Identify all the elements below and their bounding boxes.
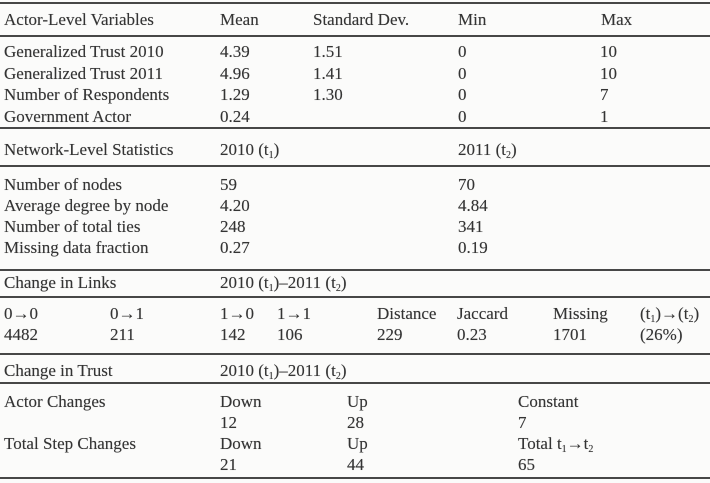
- actor-row-min: 0: [458, 42, 467, 61]
- network-row-label: Number of nodes: [4, 175, 123, 194]
- network-header-t2: 2011 (t2): [458, 140, 517, 161]
- trust-value: 65: [518, 455, 535, 474]
- trust-col-down: Down: [220, 434, 262, 453]
- rule-before-trust-header: [0, 353, 710, 355]
- links-col-1-1: 1→1: [277, 304, 311, 323]
- trust-row-label: Actor Changes: [4, 392, 106, 411]
- network-row-t2: 341: [458, 217, 484, 236]
- rule-before-network-header: [0, 127, 710, 129]
- links-col-1-0: 1→0: [220, 304, 254, 323]
- network-header-label: Network-Level Statistics: [4, 140, 174, 159]
- links-col-jaccard: Jaccard: [457, 304, 508, 323]
- actor-row-sd: 1.51: [313, 42, 343, 61]
- actor-header-sd: Standard Dev.: [313, 10, 410, 29]
- actor-row-label: Number of Respondents: [4, 85, 170, 104]
- links-value: 106: [277, 325, 303, 344]
- actor-row-label: Generalized Trust 2011: [4, 64, 163, 83]
- links-header-range: 2010 (t1)–2011 (t2): [220, 273, 347, 294]
- actor-row-max: 10: [600, 64, 617, 83]
- actor-row-sd: 1.41: [313, 64, 343, 83]
- rule-after-links-header: [0, 296, 710, 298]
- links-col-0-1: 0→1: [110, 304, 144, 323]
- actor-row-label: Generalized Trust 2010: [4, 42, 164, 61]
- network-row-t1: 0.27: [220, 238, 250, 257]
- rule-table-top: [0, 2, 710, 4]
- trust-value: 12: [220, 413, 237, 432]
- trust-row-label: Total Step Changes: [4, 434, 136, 453]
- network-row-t2: 0.19: [458, 238, 488, 257]
- trust-value: 44: [347, 455, 364, 474]
- trust-col-down: Down: [220, 392, 262, 411]
- actor-header-mean: Mean: [220, 10, 259, 29]
- trust-col-total: Total t1→t2: [518, 434, 594, 455]
- trust-value: 28: [347, 413, 364, 432]
- network-row-label: Average degree by node: [4, 196, 169, 215]
- network-row-t2: 4.84: [458, 196, 488, 215]
- actor-header-label: Actor-Level Variables: [4, 10, 154, 29]
- network-row-t1: 4.20: [220, 196, 250, 215]
- network-row-t1: 59: [220, 175, 237, 194]
- links-col-missing: Missing: [553, 304, 608, 323]
- network-row-label: Missing data fraction: [4, 238, 149, 257]
- actor-row-max: 10: [600, 42, 617, 61]
- actor-row-min: 0: [458, 85, 467, 104]
- links-value: 0.23: [457, 325, 487, 344]
- actor-row-min: 0: [458, 107, 467, 126]
- trust-col-constant: Constant: [518, 392, 579, 411]
- trust-value: 7: [518, 413, 527, 432]
- actor-row-mean: 4.96: [220, 64, 250, 83]
- actor-header-min: Min: [458, 10, 487, 29]
- network-header-t1: 2010 (t1): [220, 140, 280, 161]
- actor-row-mean: 1.29: [220, 85, 250, 104]
- trust-header-range: 2010 (t1)–2011 (t2): [220, 361, 347, 382]
- actor-row-sd: 1.30: [313, 85, 343, 104]
- trust-col-up: Up: [347, 434, 368, 453]
- actor-row-min: 0: [458, 64, 467, 83]
- rule-after-trust-header: [0, 382, 710, 384]
- actor-row-max: 7: [600, 85, 609, 104]
- links-value: 229: [377, 325, 403, 344]
- rule-after-network-header: [0, 165, 710, 167]
- links-col-distance: Distance: [377, 304, 437, 323]
- links-value: (26%): [640, 325, 683, 344]
- trust-value: 21: [220, 455, 237, 474]
- links-col-0-0: 0→0: [4, 304, 38, 323]
- network-row-t1: 248: [220, 217, 246, 236]
- links-header-label: Change in Links: [4, 273, 117, 292]
- actor-header-max: Max: [601, 10, 633, 29]
- actor-row-max: 1: [600, 107, 609, 126]
- actor-row-mean: 0.24: [220, 107, 250, 126]
- rule-table-bottom: [0, 477, 710, 479]
- links-value: 1701: [553, 325, 587, 344]
- rule-before-links-header: [0, 269, 710, 271]
- rule-after-actor-header: [0, 35, 710, 37]
- trust-header-label: Change in Trust: [4, 361, 113, 380]
- links-value: 211: [110, 325, 135, 344]
- actor-row-mean: 4.39: [220, 42, 250, 61]
- links-value: 4482: [4, 325, 38, 344]
- links-value: 142: [220, 325, 246, 344]
- actor-row-label: Government Actor: [4, 107, 131, 126]
- network-row-t2: 70: [458, 175, 475, 194]
- trust-col-up: Up: [347, 392, 368, 411]
- links-col-t1-t2: (t1)→(t2): [640, 304, 700, 325]
- network-row-label: Number of total ties: [4, 217, 141, 236]
